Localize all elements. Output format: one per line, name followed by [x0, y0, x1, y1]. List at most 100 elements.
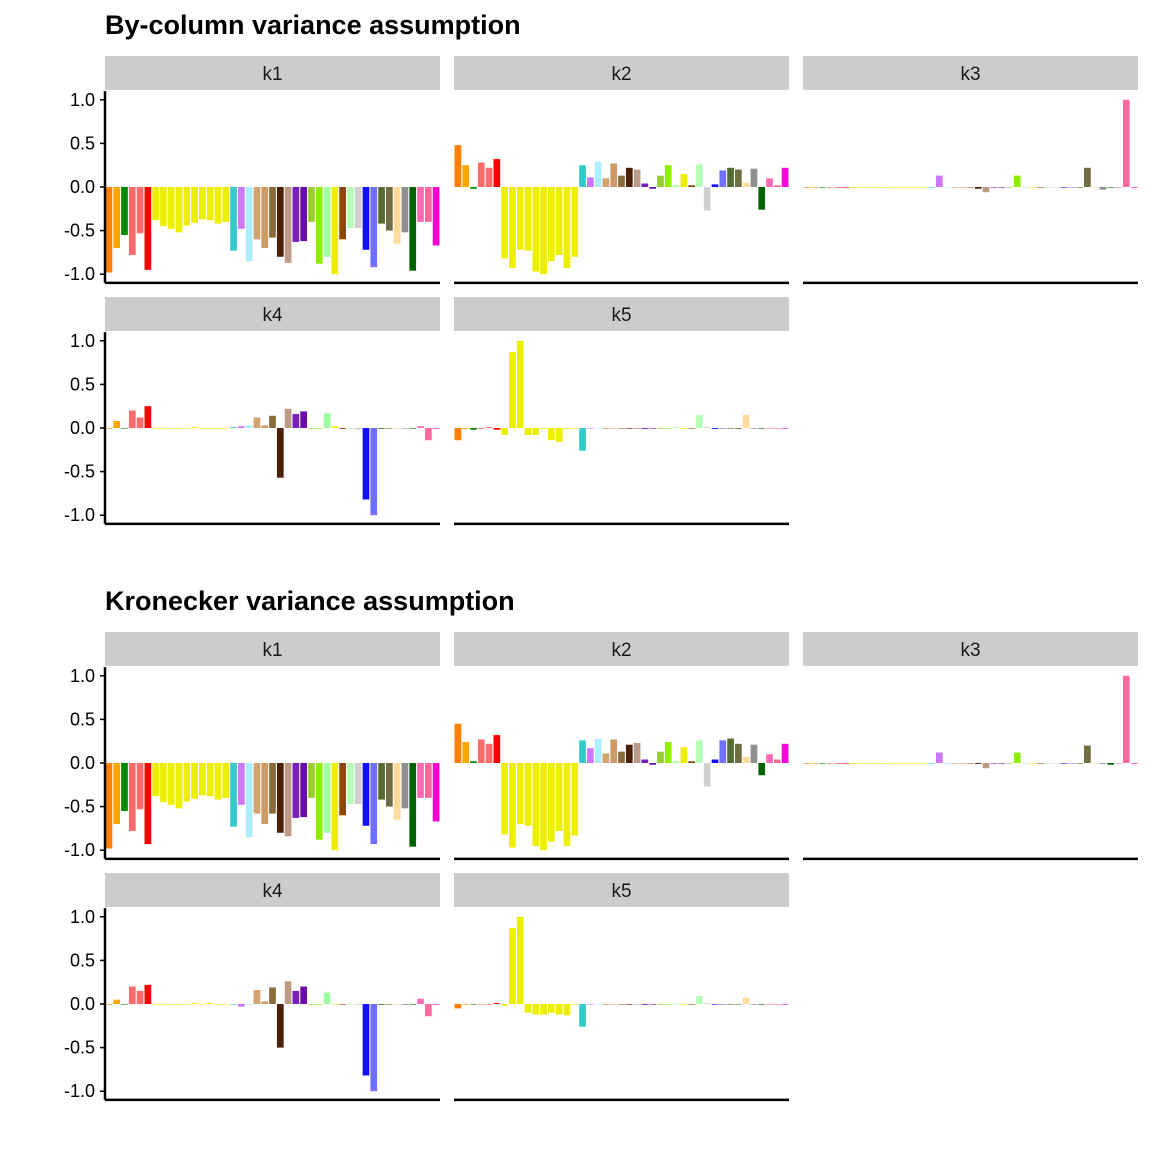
bar: [424, 1004, 432, 1017]
bar: [347, 1004, 354, 1005]
facet-label: k2: [611, 64, 631, 85]
bar: [237, 426, 245, 428]
bar: [586, 428, 594, 429]
bar: [315, 187, 323, 264]
bar: [766, 754, 773, 763]
bar: [579, 740, 586, 763]
bar: [470, 428, 477, 430]
y-tick-label: 0.0: [70, 753, 95, 773]
bar: [819, 187, 826, 188]
bar: [199, 1004, 206, 1005]
facet-label: k5: [611, 305, 631, 326]
bar: [532, 763, 540, 846]
bar: [370, 187, 378, 268]
bar: [113, 421, 121, 428]
chart-title: Kronecker variance assumption: [105, 586, 515, 616]
bar: [493, 159, 501, 187]
bar: [493, 735, 501, 763]
bar: [982, 763, 990, 769]
bar: [121, 428, 128, 429]
bar: [834, 763, 842, 764]
bar: [199, 763, 206, 796]
bar: [703, 763, 711, 787]
bar: [160, 428, 167, 429]
bar: [842, 187, 850, 188]
bar: [292, 414, 300, 428]
bar: [175, 187, 183, 233]
bar: [735, 169, 742, 187]
facet-label: k1: [262, 64, 282, 85]
bar: [470, 187, 477, 189]
bar: [897, 187, 904, 188]
y-tick-label: 0.0: [70, 994, 95, 1014]
bar: [657, 1004, 664, 1005]
bar: [393, 187, 401, 244]
y-tick-label: -1.0: [64, 505, 95, 525]
facet-strip: [803, 56, 1138, 90]
bar: [688, 185, 695, 187]
bar: [261, 763, 269, 825]
bar: [811, 187, 819, 188]
bar: [214, 1004, 222, 1005]
bar: [889, 187, 896, 188]
bar: [727, 428, 734, 429]
bar: [1021, 187, 1029, 188]
facet-label: k3: [960, 64, 980, 85]
bar: [269, 415, 276, 428]
y-tick-label: 1.0: [70, 90, 95, 110]
bar: [781, 428, 789, 429]
bar: [386, 187, 393, 231]
bar: [136, 417, 144, 428]
bar: [641, 428, 649, 429]
bar: [167, 763, 175, 805]
bar: [152, 763, 159, 797]
bar: [1122, 99, 1130, 187]
bar: [276, 187, 284, 257]
bar: [284, 408, 292, 428]
bar: [641, 759, 649, 763]
bar: [175, 1004, 183, 1005]
bar: [773, 759, 781, 763]
bar: [485, 427, 493, 428]
bar: [331, 1004, 339, 1005]
bar: [858, 187, 865, 188]
bar: [167, 428, 175, 429]
bar: [206, 187, 214, 221]
bar: [811, 763, 819, 764]
bar: [401, 763, 409, 809]
bar: [758, 187, 766, 210]
bar: [657, 175, 664, 187]
y-tick-label: 0.5: [70, 709, 95, 729]
bar: [579, 428, 586, 451]
bar: [742, 414, 750, 428]
bar: [680, 747, 688, 763]
bar: [602, 428, 610, 429]
bar: [758, 428, 766, 429]
bar: [524, 1004, 532, 1013]
bar: [602, 1004, 610, 1005]
y-tick-label: 1.0: [70, 907, 95, 927]
bar: [1037, 763, 1044, 764]
bar: [696, 740, 703, 763]
bar: [618, 1004, 625, 1005]
bar: [152, 428, 159, 429]
bar: [834, 187, 842, 188]
bar: [409, 187, 417, 271]
bar: [284, 981, 292, 1004]
bar: [742, 997, 750, 1004]
bar: [540, 187, 547, 275]
bar: [920, 763, 928, 764]
bar: [144, 763, 152, 845]
bar: [1052, 187, 1060, 188]
bar: [261, 1001, 269, 1004]
bar: [417, 763, 424, 798]
bar: [183, 1004, 191, 1005]
bar: [323, 413, 331, 428]
bar: [672, 761, 680, 763]
bar: [610, 163, 618, 187]
bar: [719, 170, 727, 187]
bar: [462, 165, 470, 187]
facet-strip: [105, 632, 440, 666]
bar: [555, 428, 563, 442]
